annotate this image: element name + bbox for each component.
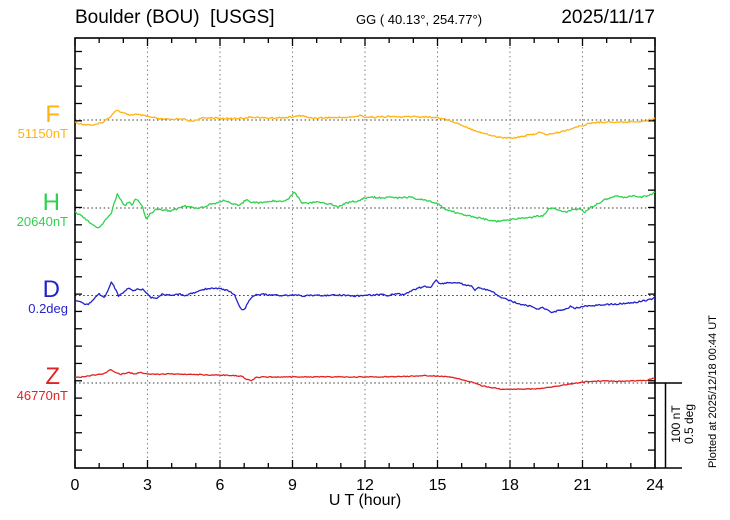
trace-F [74,109,656,140]
x-tick-label: 3 [143,477,152,494]
channel-label-D: D 0.2deg [0,276,68,317]
geographic-coordinates: GG ( 40.13°, 254.77°) [356,12,483,27]
channel-letter-Z: Z [45,363,60,390]
trace-D [74,279,656,314]
channel-letter-H: H [42,189,60,216]
x-tick-label: 6 [216,477,225,494]
x-tick-label: 24 [646,477,664,494]
channel-label-F: F 51150nT [0,101,68,142]
channel-baseline-D: 0.2deg [28,301,68,316]
plotted-at-note: Plotted at 2025/12/18 00:44 UT [707,315,719,468]
plot-date: 2025/11/17 [561,7,655,28]
x-tick-label: 0 [71,477,80,494]
channel-baseline-Z: 46770nT [16,388,68,403]
x-tick-label: 15 [429,477,447,494]
x-axis-label: U T (hour) [328,492,402,509]
plot-frame [74,37,656,469]
x-tick-label: 12 [356,477,374,494]
x-tick-label: 9 [288,477,297,494]
channel-label-H: H 20640nT [0,189,68,230]
channel-label-Z: Z 46770nT [0,363,68,404]
channel-letter-D: D [42,276,60,303]
channel-baseline-H: 20640nT [16,214,68,229]
station-title: Boulder (BOU) [USGS] [75,7,275,28]
scale-bar-label: 100 nT 0.5 deg [669,382,697,466]
scale-bar-deg: 0.5 deg [682,403,696,445]
channel-letter-F: F [45,101,60,128]
channel-baseline-F: 51150nT [17,126,68,141]
trace-H [74,191,656,229]
trace-Z [74,369,656,391]
x-tick-label: 21 [574,477,592,494]
x-tick-label: 18 [501,477,519,494]
